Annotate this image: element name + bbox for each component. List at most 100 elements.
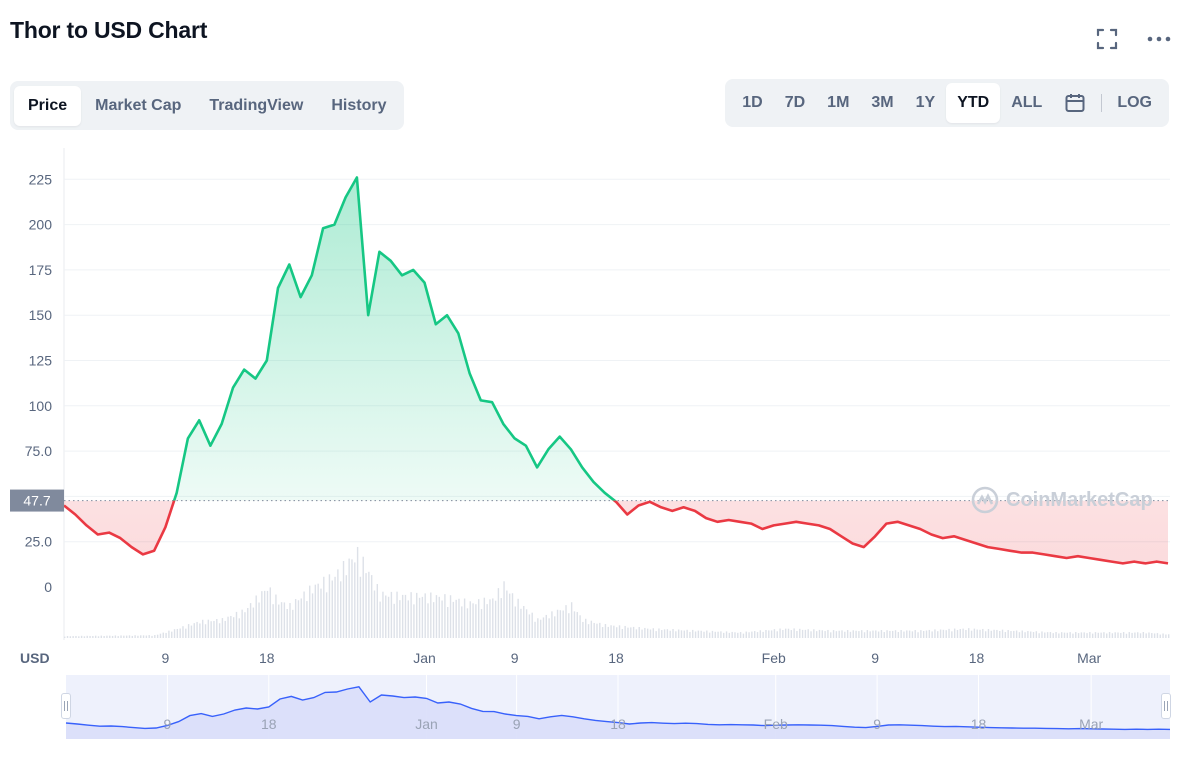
volume-bar [1122,632,1125,638]
navigator-tick-label: Mar [1079,716,1103,732]
volume-bar [261,591,263,638]
volume-bar [728,632,731,638]
volume-bar [968,628,970,638]
volume-bar [1120,632,1122,638]
log-toggle[interactable]: LOG [1117,94,1152,111]
volume-bar [1128,632,1130,638]
range-1m[interactable]: 1M [827,94,850,111]
volume-bar [815,631,818,638]
volume-bar [934,629,936,638]
volume-bar [486,604,488,638]
volume-bar [396,591,398,638]
volume-bar [765,630,767,638]
volume-bar [190,625,193,638]
volume-bar [1111,633,1114,638]
volume-bar [503,581,505,638]
volume-bar [438,596,440,638]
volume-bar [337,569,339,638]
navigator-tick-label: Feb [764,716,788,732]
range-1d[interactable]: 1D [742,94,763,111]
volume-bar [151,635,153,638]
volume-bar [852,630,854,638]
volume-bar [292,609,294,638]
volume-bar [528,614,531,638]
volume-bar [213,620,215,638]
fullscreen-icon[interactable] [1094,26,1120,52]
volume-bar [590,620,593,638]
volume-bar [908,630,911,638]
volume-bar [342,561,345,638]
page-title: Thor to USD Chart [10,17,208,43]
volume-bar [883,632,885,638]
volume-bar [176,628,179,638]
volume-bar [1032,632,1035,638]
volume-bar [990,630,992,638]
volume-bar [1125,633,1128,638]
range-3m[interactable]: 3M [871,94,894,111]
range-7d[interactable]: 7D [784,94,806,111]
volume-bar [801,629,804,638]
volume-bar [500,598,502,638]
volume-bar [922,631,925,638]
tab-price[interactable]: Price [14,85,82,126]
volume-bar [646,628,649,638]
volume-bar [663,629,666,638]
volume-bar [776,631,778,638]
volume-bar [863,632,866,638]
x-tick-labels: 9 18 Jan 9 18 Feb 9 18 Mar [161,650,1101,666]
volume-bar [872,630,874,638]
volume-bar [582,621,584,638]
volume-bar [1134,632,1136,638]
volume-bar [548,618,550,638]
volume-bar [703,631,705,638]
volume-bar [799,628,801,638]
tab-history[interactable]: History [331,96,387,114]
volume-bar [1027,631,1029,638]
volume-bar [134,635,136,638]
volume-bar [489,599,491,638]
volume-bar [953,628,956,638]
range-ytd[interactable]: YTD [946,83,1001,123]
volume-bar [568,613,570,638]
volume-bar [889,630,891,638]
volume-bar [559,610,562,638]
volume-bar [827,629,829,638]
volume-bar [69,636,72,638]
volume-bar [1148,632,1150,638]
volume-bar [1035,631,1038,638]
volume-bar [258,602,260,638]
volume-bar [906,630,908,638]
volume-bar [587,624,590,638]
volume-bar [539,619,542,638]
volume-bar [202,619,204,638]
volume-bar [162,632,164,638]
volume-bar [140,635,142,638]
volume-bar [1139,633,1142,638]
volume-bar [641,629,643,638]
volume-bar [131,635,133,638]
tab-market-cap[interactable]: Market Cap [95,96,182,114]
navigator-left-handle[interactable] [61,693,71,719]
navigator-tick-label: 9 [513,716,521,732]
volume-bar [545,614,547,638]
calendar-icon [1065,94,1085,112]
volume-bar [66,635,69,638]
volume-bar [832,630,835,638]
volume-bar [810,631,812,638]
calendar-button[interactable] [1053,83,1097,123]
volume-bar [111,635,114,638]
volume-bar [723,632,725,638]
volume-bar [232,617,235,638]
volume-bar [542,617,545,638]
volume-bar [993,629,995,638]
tab-tradingview[interactable]: TradingView [209,96,304,114]
volume-bar [787,628,790,638]
volume-bar [92,635,94,638]
navigator-right-handle[interactable] [1161,693,1171,719]
price-chart: 0 25.0 75.0 100 125 150 175 200 225 47.7 USD 9 18… [10,148,1171,739]
more-icon[interactable] [1146,26,1172,52]
volume-bar [455,599,457,638]
volume-bar [551,611,553,638]
range-1y[interactable]: 1Y [915,94,936,111]
range-all[interactable]: ALL [1011,94,1043,111]
